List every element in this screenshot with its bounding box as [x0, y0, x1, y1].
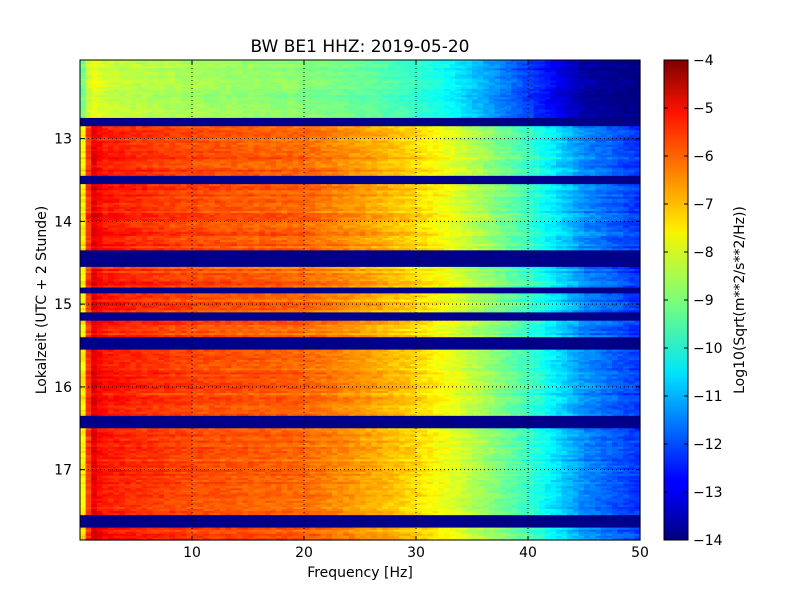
chart-title: BW BE1 HHZ: 2019-05-20	[250, 37, 469, 57]
heatmap-cells	[80, 60, 641, 541]
